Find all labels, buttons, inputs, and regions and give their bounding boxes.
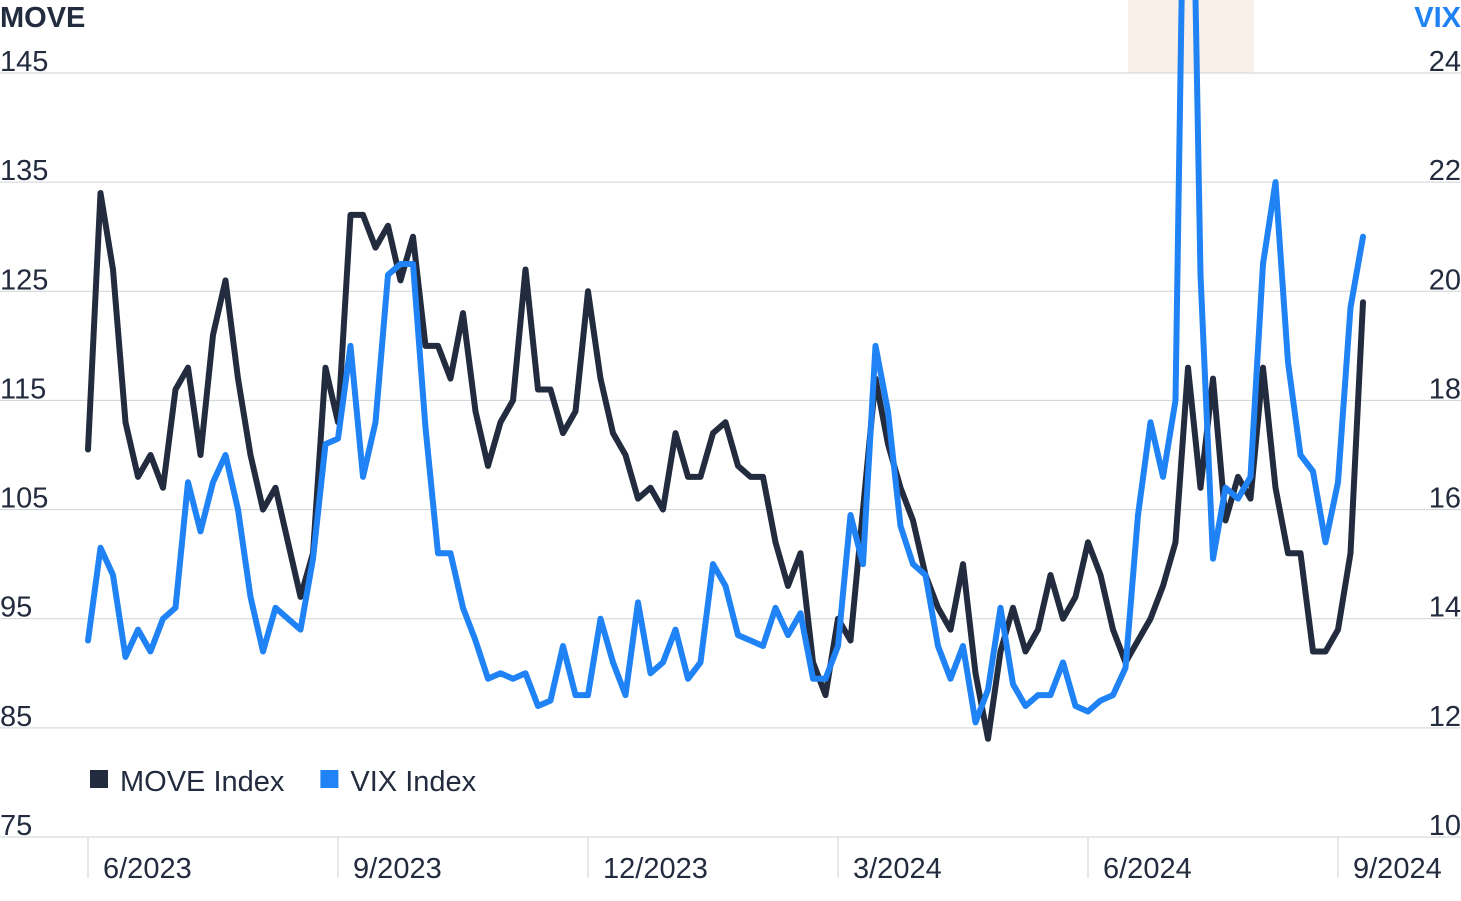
- legend-swatch: [90, 770, 108, 788]
- y-tick-label: 75: [0, 810, 32, 842]
- y-tick-label: 115: [0, 373, 46, 405]
- legend-label: VIX Index: [350, 766, 476, 798]
- x-tick-label: 9/2023: [353, 853, 442, 885]
- off-scale-band: [1128, 0, 1254, 73]
- y-tick-label: 105: [0, 483, 48, 515]
- x-tick-label: 9/2024: [1353, 853, 1442, 885]
- y2-tick-label: 12: [1429, 701, 1461, 733]
- y-tick-label: 135: [0, 155, 48, 187]
- series-line: [85, 190, 1366, 742]
- series-line: [85, 0, 1366, 726]
- y2-tick-label: 20: [1429, 264, 1461, 296]
- legend-swatch: [320, 770, 339, 788]
- y-tick-label: 85: [0, 701, 32, 733]
- y2-tick-label: 24: [1429, 46, 1461, 78]
- y-tick-label: 145: [0, 46, 48, 78]
- plot-area: [85, 0, 1366, 742]
- y2-tick-label: 18: [1429, 373, 1461, 405]
- y-tick-label: 125: [0, 264, 48, 296]
- x-tick-label: 3/2024: [853, 853, 942, 885]
- x-tick-label: 6/2024: [1103, 853, 1192, 885]
- legend-label: MOVE Index: [120, 766, 285, 798]
- x-tick-label: 6/2023: [103, 853, 192, 885]
- y-tick-label: 95: [0, 592, 32, 624]
- y2-tick-label: 14: [1429, 592, 1461, 624]
- y2-tick-label: 10: [1429, 810, 1461, 842]
- x-tick-label: 12/2023: [603, 853, 708, 885]
- y2-tick-label: 22: [1429, 155, 1461, 187]
- y-axis-title: MOVE: [0, 2, 85, 34]
- y2-tick-label: 16: [1429, 483, 1461, 515]
- y2-axis-title: VIX: [1414, 2, 1461, 34]
